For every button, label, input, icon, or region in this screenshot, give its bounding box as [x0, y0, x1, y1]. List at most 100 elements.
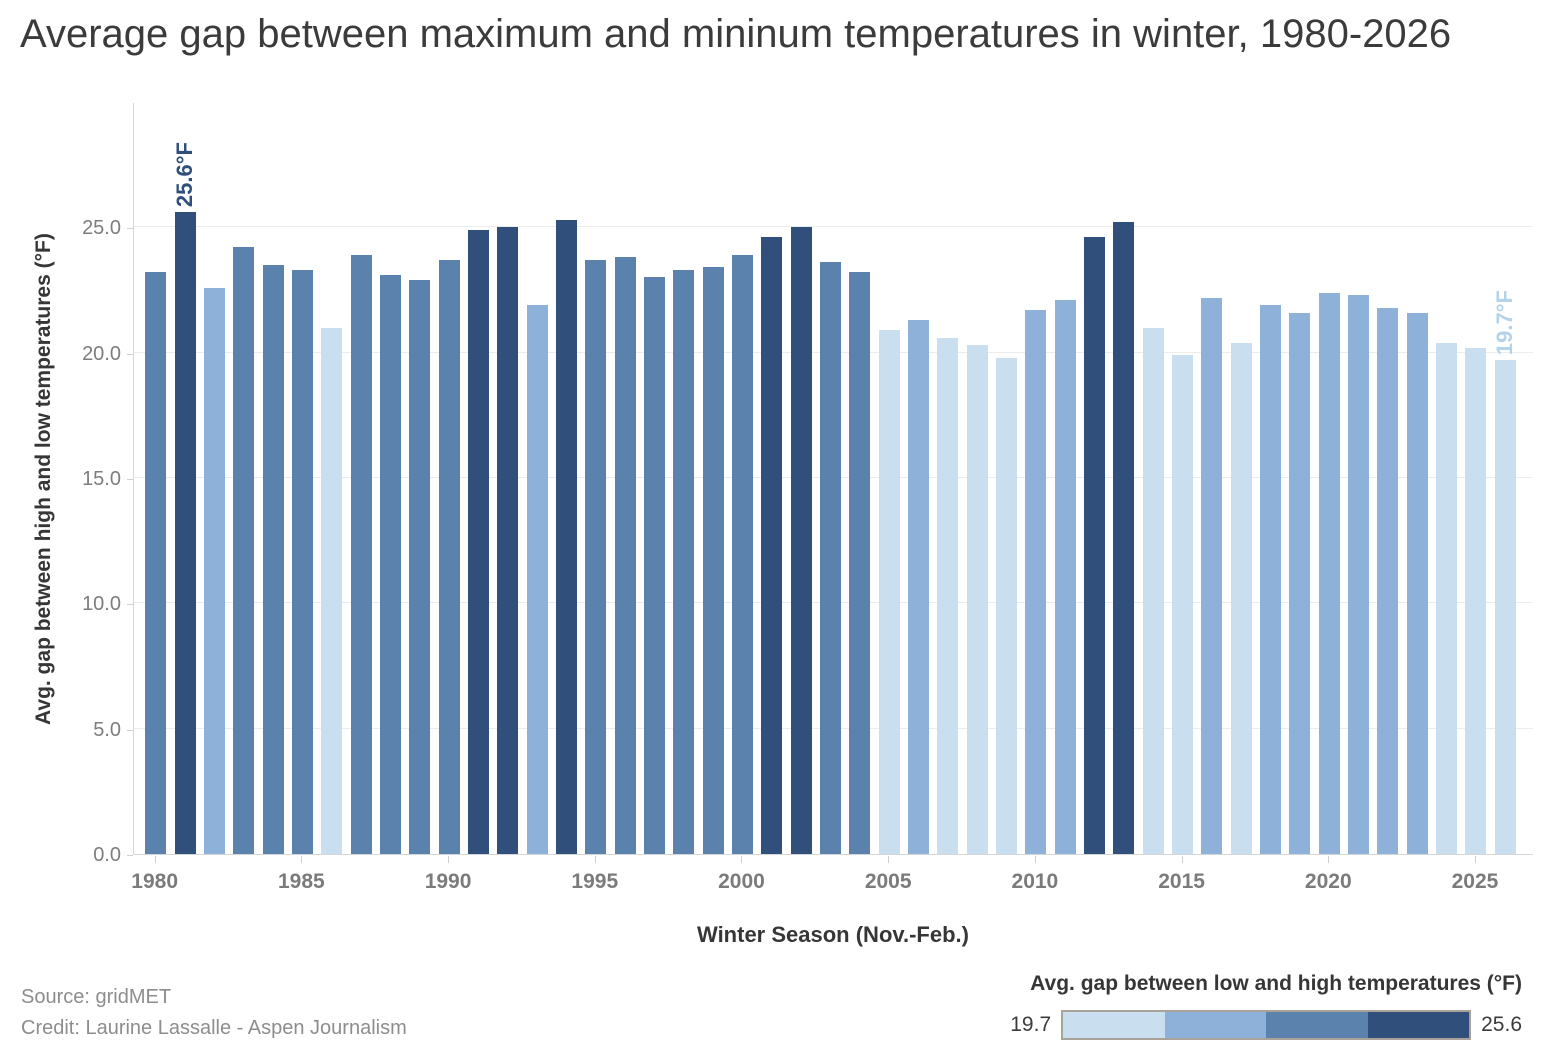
y-tick-label-20: 20.0	[82, 342, 121, 365]
bar-2007[interactable]	[937, 337, 959, 854]
bar-2026[interactable]	[1494, 360, 1516, 854]
bar-2009[interactable]	[996, 357, 1018, 854]
annotation-max-value: 25.6°F	[172, 142, 197, 208]
y-tick-label-5: 5.0	[93, 718, 121, 741]
bar-1988[interactable]	[379, 274, 401, 854]
y-tick-label-25: 25.0	[82, 217, 121, 240]
x-tick-label-2015: 2015	[1158, 870, 1205, 893]
y-tick-mark	[127, 855, 133, 856]
bar-2000[interactable]	[731, 254, 753, 854]
legend-swatch-4	[1367, 1012, 1470, 1038]
bar-2006[interactable]	[908, 320, 930, 854]
y-tick-label-10: 10.0	[82, 593, 121, 616]
y-tick-mark	[127, 354, 133, 355]
y-axis-title: Avg. gap between high and low temperatur…	[32, 233, 55, 725]
gridline-25	[134, 226, 1533, 228]
bar-2025[interactable]	[1465, 347, 1487, 854]
x-tick-label-1990: 1990	[424, 870, 472, 893]
y-tick-mark	[127, 730, 133, 731]
y-tick-mark	[127, 479, 133, 480]
x-tick-mark	[1181, 856, 1183, 863]
y-tick-mark	[127, 604, 133, 605]
x-tick-label-1985: 1985	[278, 870, 325, 893]
bar-1992[interactable]	[497, 227, 519, 854]
bar-2003[interactable]	[820, 262, 841, 854]
bar-1999[interactable]	[702, 267, 724, 854]
bar-1982[interactable]	[203, 287, 225, 854]
y-tick-label-15: 15.0	[82, 468, 121, 490]
x-tick-mark	[594, 856, 596, 863]
bar-2005[interactable]	[878, 330, 900, 854]
x-tick-mark	[1034, 856, 1036, 863]
bar-1993[interactable]	[526, 305, 548, 854]
bar-1989[interactable]	[409, 279, 431, 854]
bar-1994[interactable]	[555, 219, 577, 854]
bar-2020[interactable]	[1318, 292, 1340, 854]
bar-2011[interactable]	[1054, 300, 1076, 854]
bar-2015[interactable]	[1172, 355, 1194, 854]
x-tick-label-1995: 1995	[571, 870, 619, 893]
bar-1981[interactable]	[174, 212, 196, 854]
bar-1991[interactable]	[467, 229, 489, 854]
x-tick-label-2000: 2000	[718, 870, 765, 893]
bar-2023[interactable]	[1406, 312, 1428, 854]
bar-1996[interactable]	[614, 257, 636, 854]
bar-2016[interactable]	[1201, 297, 1223, 854]
x-tick-mark	[888, 856, 890, 863]
x-tick-mark	[1328, 856, 1330, 863]
y-tick-mark	[127, 228, 133, 229]
y-tick-label-0: 0.0	[93, 844, 121, 866]
bar-1985[interactable]	[291, 269, 313, 854]
bar-1995[interactable]	[585, 259, 607, 854]
x-tick-label-2005: 2005	[864, 870, 912, 893]
legend-title: Avg. gap between low and high temperatur…	[1030, 972, 1522, 995]
bar-1980[interactable]	[145, 272, 167, 854]
chart-title: Average gap between maximum and mininum …	[20, 12, 1452, 56]
legend-colorbar	[1061, 1010, 1472, 1040]
legend-swatch-2	[1164, 1012, 1267, 1038]
x-axis-title: Winter Season (Nov.-Feb.)	[697, 922, 969, 947]
x-tick-label-2025: 2025	[1451, 870, 1499, 893]
bar-1997[interactable]	[643, 277, 665, 854]
credit-note: Credit: Laurine Lassalle - Aspen Journal…	[21, 1017, 407, 1039]
x-tick-mark	[741, 856, 743, 863]
bar-2012[interactable]	[1084, 237, 1106, 854]
bar-1998[interactable]	[673, 269, 695, 854]
legend-max-value: 25.6	[1481, 1013, 1522, 1036]
bar-1986[interactable]	[321, 327, 343, 854]
footer: Source: gridMET Credit: Laurine Lassalle…	[21, 982, 407, 1044]
bar-2013[interactable]	[1113, 222, 1135, 854]
bar-2002[interactable]	[790, 227, 812, 854]
x-tick-mark	[154, 856, 156, 863]
bar-1983[interactable]	[233, 247, 255, 854]
plot-area: 25.6°F 19.7°F	[133, 103, 1533, 855]
bar-2017[interactable]	[1230, 342, 1252, 854]
bar-1990[interactable]	[438, 259, 460, 854]
bar-2014[interactable]	[1142, 327, 1164, 854]
x-tick-label-2020: 2020	[1304, 870, 1352, 893]
bar-2024[interactable]	[1436, 342, 1458, 854]
bar-1987[interactable]	[350, 254, 372, 854]
bar-2008[interactable]	[966, 345, 988, 854]
legend-swatch-3	[1266, 1012, 1368, 1038]
legend-min-value: 19.7	[1010, 1013, 1052, 1036]
legend-swatch-1	[1063, 1012, 1165, 1038]
x-tick-mark	[1474, 856, 1476, 863]
x-tick-label-2010: 2010	[1011, 870, 1059, 893]
bar-2019[interactable]	[1289, 312, 1311, 854]
bar-2021[interactable]	[1348, 295, 1370, 854]
x-tick-mark	[448, 856, 450, 863]
x-tick-mark	[301, 856, 303, 863]
bar-2022[interactable]	[1377, 307, 1399, 854]
x-tick-label-1980: 1980	[131, 870, 179, 893]
source-note: Source: gridMET	[21, 986, 172, 1008]
bar-2010[interactable]	[1025, 310, 1047, 854]
annotation-min-value: 19.7°F	[1492, 290, 1518, 356]
bar-2018[interactable]	[1260, 305, 1282, 854]
bar-2001[interactable]	[761, 237, 783, 854]
color-legend: Avg. gap between low and high temperatur…	[1010, 972, 1522, 1042]
bar-2004[interactable]	[849, 272, 871, 854]
legend-colorbar-row: 19.7 25.6	[1010, 1008, 1522, 1042]
bar-1984[interactable]	[262, 264, 284, 854]
